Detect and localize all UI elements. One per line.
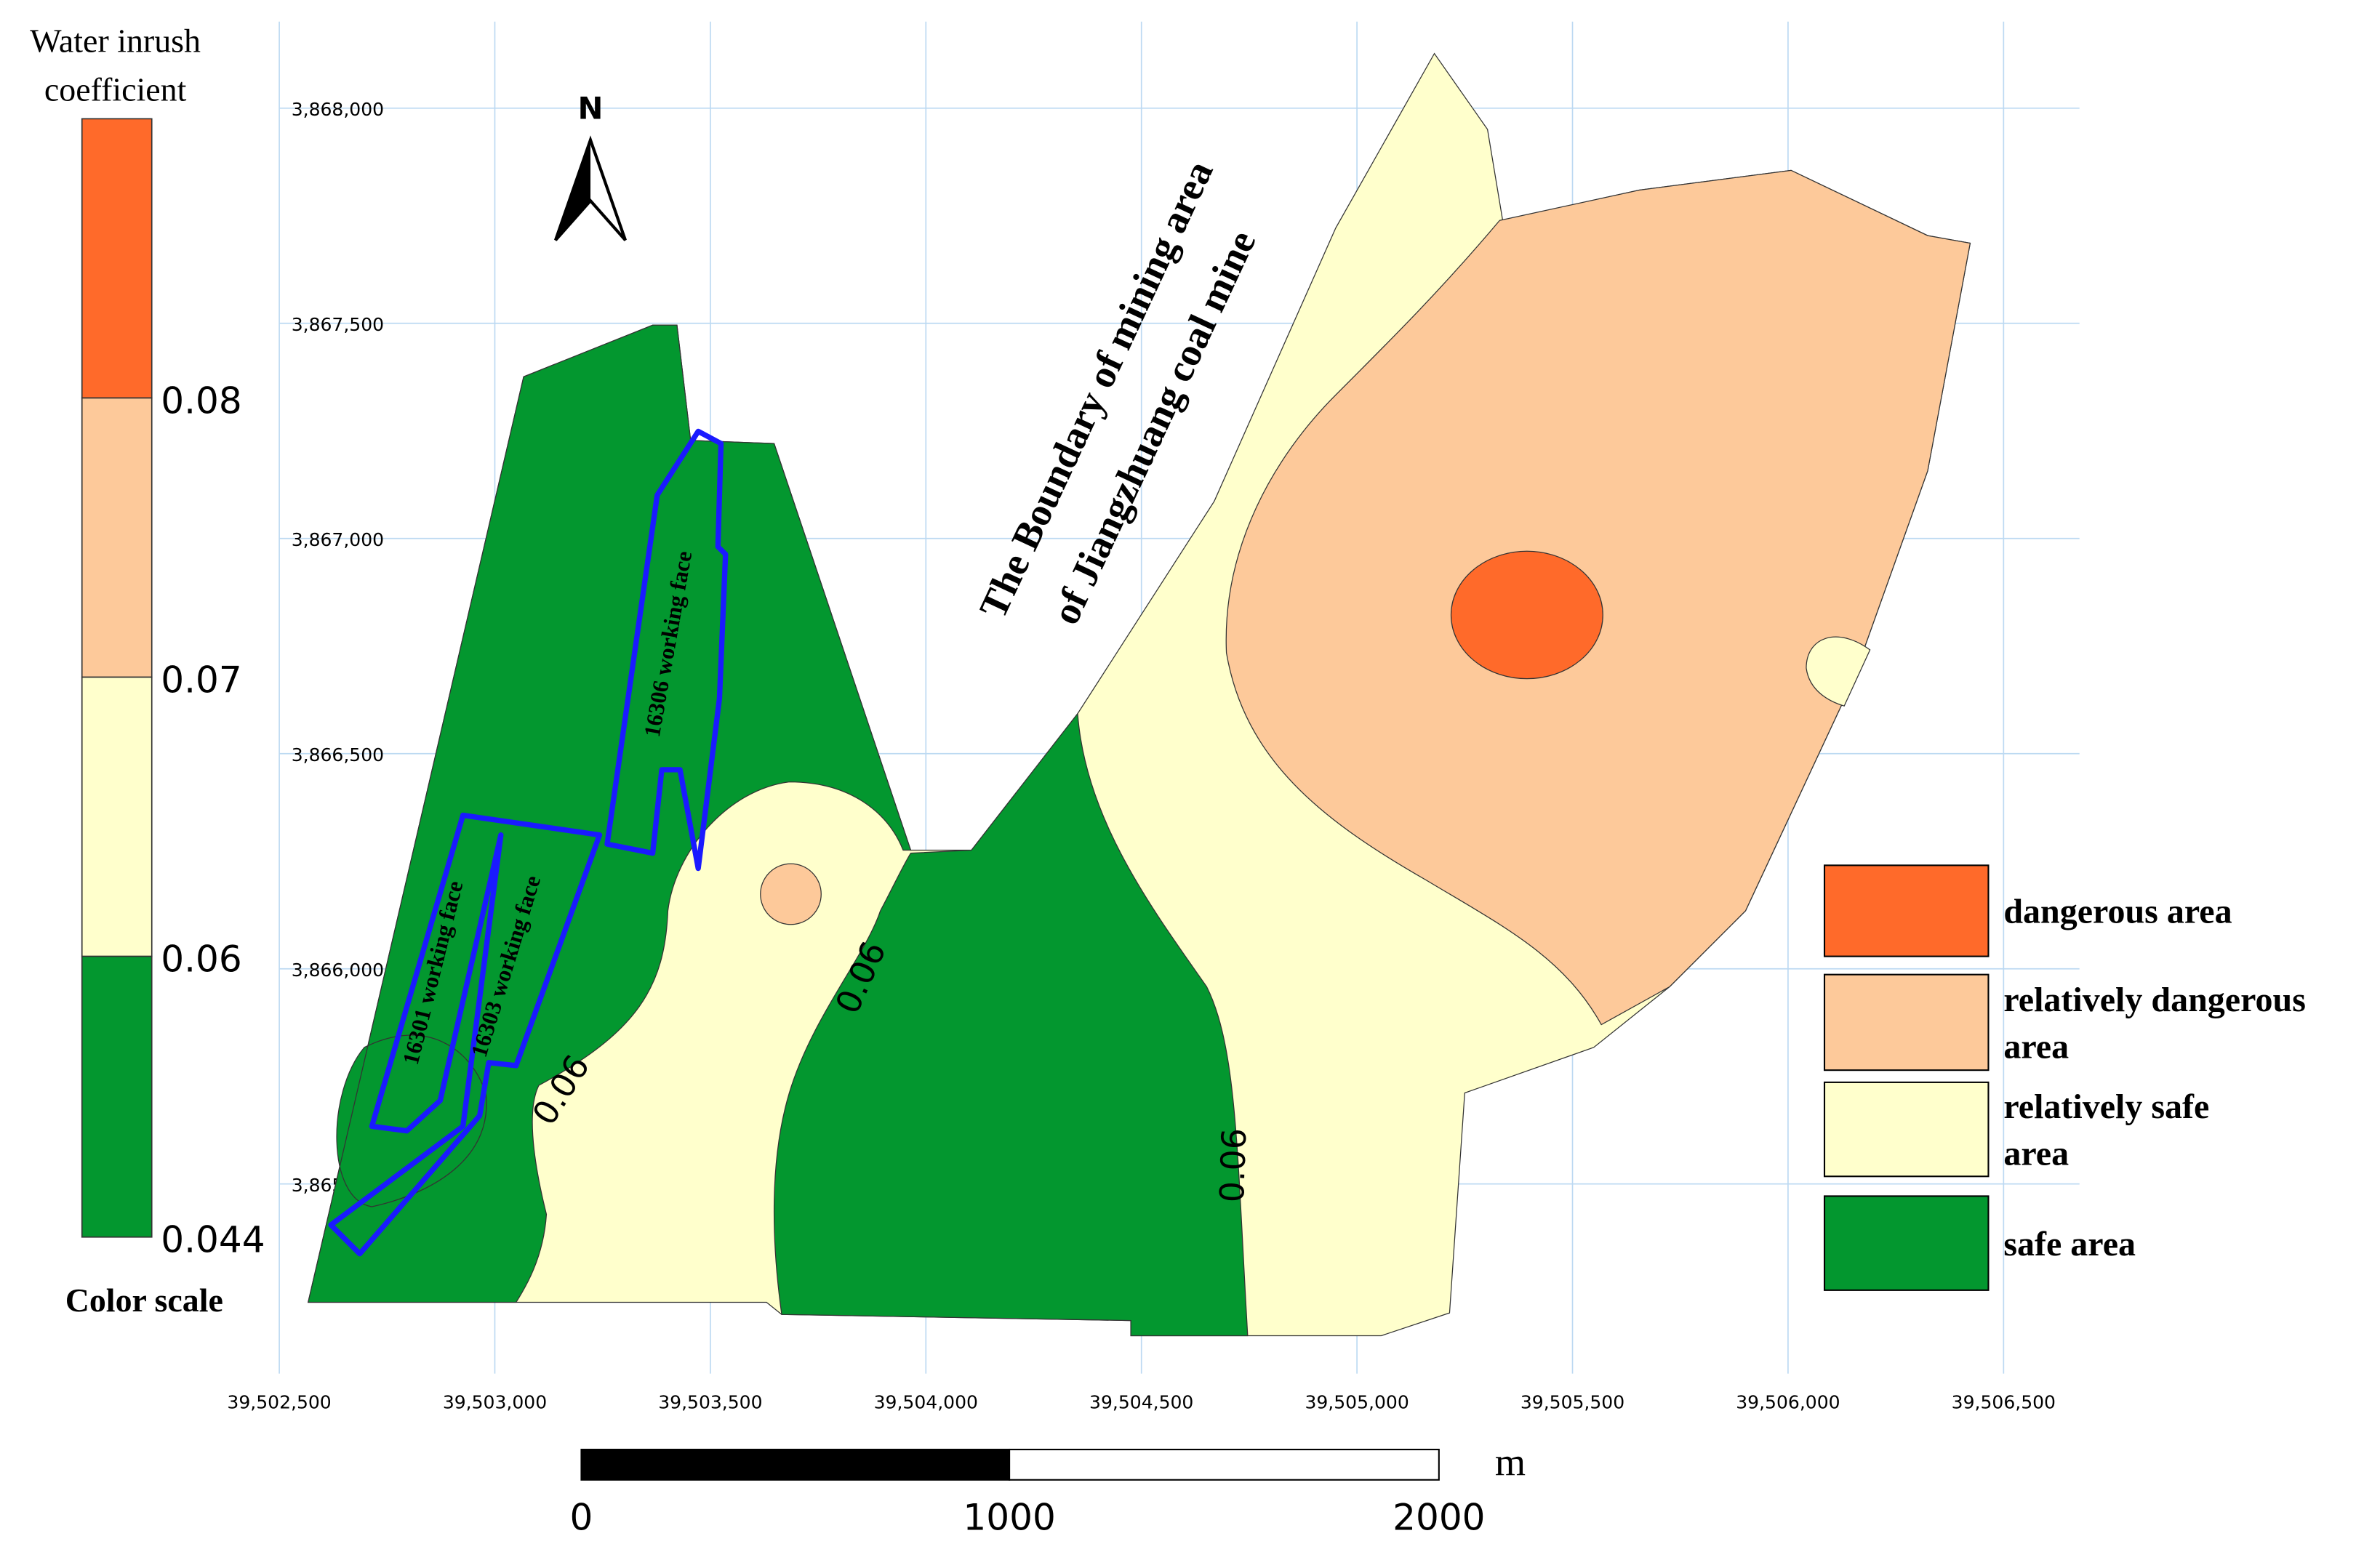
x-coordinate-label: 39,505,500 <box>1520 1392 1624 1413</box>
scale-bar-label: 1000 <box>963 1497 1055 1539</box>
map-area <box>307 52 1971 1337</box>
x-coordinate-label: 39,505,000 <box>1305 1392 1409 1413</box>
color-scale-title: coefficient <box>44 71 187 108</box>
x-coordinate-label: 39,504,500 <box>1089 1392 1193 1413</box>
relatively-dangerous-region <box>760 863 822 925</box>
legend-swatch <box>1823 864 1990 957</box>
scale-label: 0.044 <box>161 1219 265 1261</box>
safe-region <box>773 712 1249 1337</box>
dangerous-region <box>1450 550 1603 680</box>
scale-label: 0.08 <box>161 379 242 422</box>
scale-swatch <box>81 676 153 957</box>
legend-label: area <box>2003 1027 2069 1066</box>
scale-label: 0.06 <box>161 938 242 980</box>
legend-label: safe area <box>2003 1225 2136 1263</box>
scale-swatch <box>81 397 153 678</box>
north-arrow-shape <box>555 140 590 241</box>
north-arrow: N <box>554 90 627 241</box>
y-coordinate-label: 3,867,000 <box>292 529 384 550</box>
color-scale-caption: Color scale <box>65 1282 223 1319</box>
scale-label: 0.07 <box>161 659 242 701</box>
scale-swatch <box>81 118 153 399</box>
working-face-outline <box>604 428 729 872</box>
legend-label: relatively safe <box>2003 1087 2209 1126</box>
north-label: N <box>578 90 604 126</box>
x-coordinate-label: 39,504,000 <box>874 1392 978 1413</box>
y-coordinate-label: 3,866,000 <box>292 960 384 981</box>
scale-bar-segment <box>1009 1448 1440 1481</box>
y-coordinate-label: 3,866,500 <box>292 744 384 765</box>
scale-bar-label: 2000 <box>1393 1497 1485 1539</box>
scale-bar: 0 1000 2000 m <box>570 1440 1526 1538</box>
legend-swatch <box>1823 973 1990 1071</box>
color-scale-title: Water inrush <box>30 23 201 60</box>
x-coordinate-label: 39,506,500 <box>1952 1392 2056 1413</box>
color-scale: Water inrush coefficient 0.08 0.07 0.06 … <box>30 23 265 1319</box>
scale-bar-label: 0 <box>570 1497 593 1539</box>
scale-swatch <box>81 955 153 1238</box>
legend-label: area <box>2003 1135 2069 1173</box>
legend-swatch <box>1823 1195 1990 1291</box>
y-coordinate-label: 3,867,500 <box>292 314 384 335</box>
working-face-outline <box>328 812 603 1257</box>
legend-label: relatively dangerous <box>2003 981 2306 1019</box>
y-coordinate-label: 3,868,000 <box>292 99 384 120</box>
x-coordinate-label: 39,503,500 <box>658 1392 762 1413</box>
legend-swatch <box>1823 1081 1990 1178</box>
relatively-safe-region <box>1806 636 1871 707</box>
scale-bar-segment <box>580 1448 1011 1481</box>
contour-label: 0.06 <box>1212 1127 1254 1203</box>
scale-bar-unit: m <box>1495 1440 1526 1484</box>
x-coordinate-label: 39,506,000 <box>1736 1392 1840 1413</box>
x-coordinate-label: 39,502,500 <box>227 1392 331 1413</box>
legend-label: dangerous area <box>2003 893 2232 931</box>
legend: dangerous area relatively dangerous area re… <box>1823 864 2306 1291</box>
x-coordinate-label: 39,503,000 <box>443 1392 547 1413</box>
